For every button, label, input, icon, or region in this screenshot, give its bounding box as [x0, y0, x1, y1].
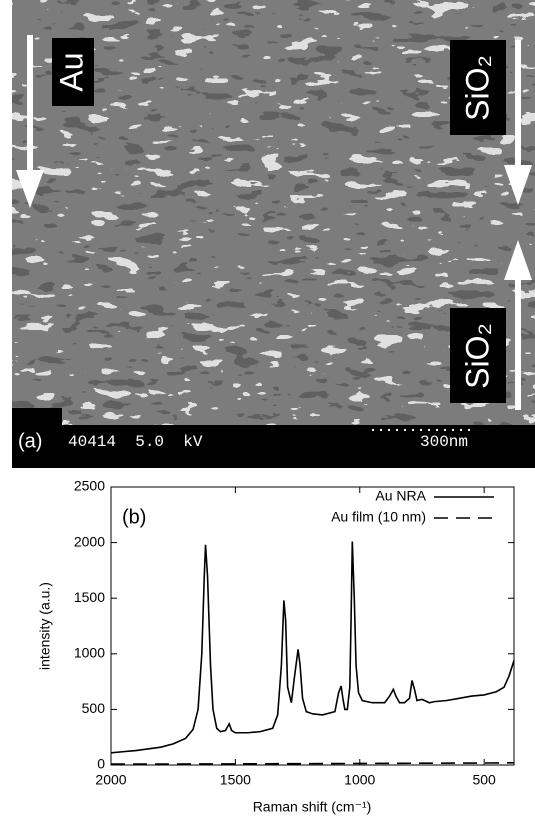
series-line	[110, 761, 515, 765]
series-line	[110, 541, 515, 754]
x-axis-title: Raman shift (cm⁻¹)	[253, 799, 372, 815]
label-box	[450, 40, 506, 135]
arrow-head	[16, 170, 44, 208]
x-tick-label: 500	[472, 772, 496, 788]
arrow-head	[504, 165, 532, 205]
y-tick-label: 2500	[74, 478, 105, 494]
arrow-label: SiO₂	[459, 323, 495, 389]
legend-label: Au film (10 nm)	[331, 509, 426, 525]
plot-frame	[110, 486, 515, 766]
y-axis-title: intensity (a.u.)	[37, 582, 53, 670]
x-tick-label: 1500	[220, 772, 251, 788]
info-bar	[12, 425, 535, 468]
scale-label: 300nm	[420, 433, 468, 451]
sem-texture	[12, 0, 535, 425]
label-box	[450, 308, 506, 403]
label-box	[12, 408, 62, 428]
x-tick-label: 1000	[344, 772, 375, 788]
legend-label: Au NRA	[375, 488, 426, 504]
y-tick-label: 500	[82, 700, 106, 716]
arrow-head	[504, 240, 532, 280]
panel-label: (a)	[18, 430, 42, 452]
y-tick-label: 1500	[74, 589, 105, 605]
arrow-label: SiO₂	[459, 55, 495, 121]
x-tick-label: 2000	[95, 772, 126, 788]
y-tick-label: 2000	[74, 533, 105, 549]
sem-info: 40414 5.0 kV	[68, 433, 203, 451]
label-box	[52, 38, 94, 106]
panel-label: (b)	[122, 506, 146, 528]
arrow-label: Au	[53, 52, 89, 91]
y-tick-label: 0	[97, 756, 105, 772]
y-tick-label: 1000	[74, 645, 105, 661]
